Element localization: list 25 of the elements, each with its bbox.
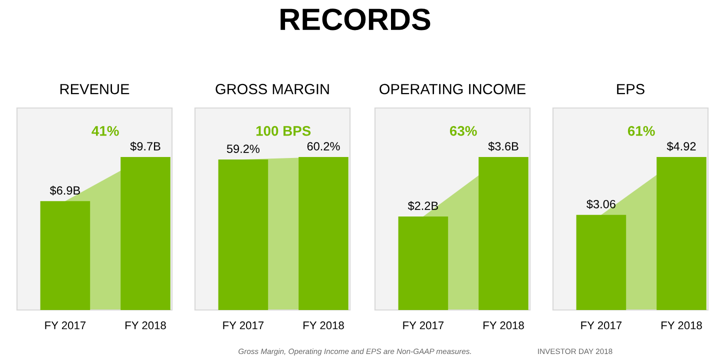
data-label: $3.6B [488,142,518,152]
x-tick-label: FY 2017 [45,321,86,330]
text: RECORDS [280,8,430,30]
text: 63% [450,126,477,136]
data-label: 60.2% [307,142,340,150]
data-label: $2.2B [408,201,438,211]
data-label: $3.06 [586,199,616,210]
x-tick-label: FY 2018 [126,321,166,330]
chart-title: GROSS MARGIN [216,84,329,94]
x-tick-label: FY 2017 [581,321,622,330]
x-tick-label: FY 2018 [662,321,702,330]
data-label: $9.7B [130,142,160,152]
text: 100 BPS [256,126,311,136]
text: 61% [628,126,655,136]
chart-title: EPS [617,84,644,94]
chart-title: REVENUE [60,84,130,94]
x-tick-label: FY 2018 [304,321,344,330]
data-label: 59.2% [226,144,260,154]
x-tick-label: FY 2018 [484,321,524,330]
text: 41% [92,126,119,136]
x-tick-label: FY 2017 [223,321,264,330]
x-tick-label: FY 2017 [403,321,444,330]
data-label: $4.92 [666,142,696,152]
data-label: $6.9B [50,186,80,196]
chart-title: OPERATING INCOME [380,84,526,94]
